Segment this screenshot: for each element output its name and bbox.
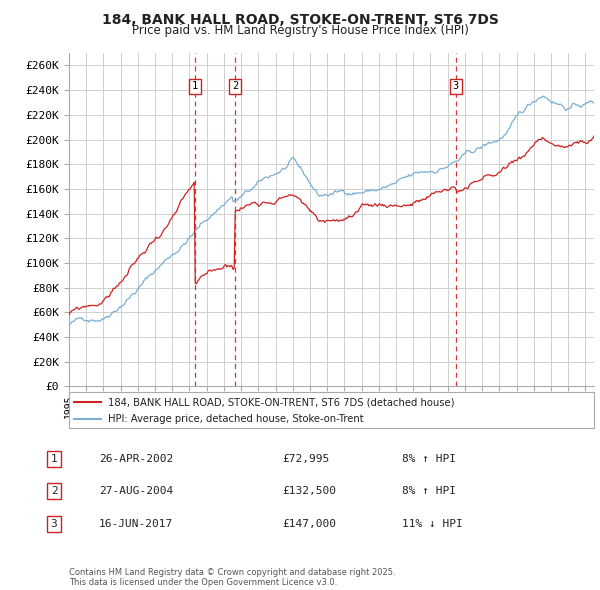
Text: 184, BANK HALL ROAD, STOKE-ON-TRENT, ST6 7DS (detached house): 184, BANK HALL ROAD, STOKE-ON-TRENT, ST6… (109, 397, 455, 407)
Text: 8% ↑ HPI: 8% ↑ HPI (402, 454, 456, 464)
Text: Contains HM Land Registry data © Crown copyright and database right 2025.
This d: Contains HM Land Registry data © Crown c… (69, 568, 395, 587)
Text: £147,000: £147,000 (282, 519, 336, 529)
Text: £132,500: £132,500 (282, 486, 336, 496)
Text: HPI: Average price, detached house, Stoke-on-Trent: HPI: Average price, detached house, Stok… (109, 414, 364, 424)
Text: 184, BANK HALL ROAD, STOKE-ON-TRENT, ST6 7DS: 184, BANK HALL ROAD, STOKE-ON-TRENT, ST6… (101, 13, 499, 27)
Text: 26-APR-2002: 26-APR-2002 (99, 454, 173, 464)
Text: 1: 1 (50, 454, 58, 464)
Text: 27-AUG-2004: 27-AUG-2004 (99, 486, 173, 496)
Text: £72,995: £72,995 (282, 454, 329, 464)
Text: Price paid vs. HM Land Registry's House Price Index (HPI): Price paid vs. HM Land Registry's House … (131, 24, 469, 37)
Text: 8% ↑ HPI: 8% ↑ HPI (402, 486, 456, 496)
Text: 16-JUN-2017: 16-JUN-2017 (99, 519, 173, 529)
Text: 11% ↓ HPI: 11% ↓ HPI (402, 519, 463, 529)
Text: 1: 1 (192, 81, 198, 91)
Text: 3: 3 (452, 81, 459, 91)
Text: 2: 2 (232, 81, 238, 91)
Text: 3: 3 (50, 519, 58, 529)
Text: 2: 2 (50, 486, 58, 496)
